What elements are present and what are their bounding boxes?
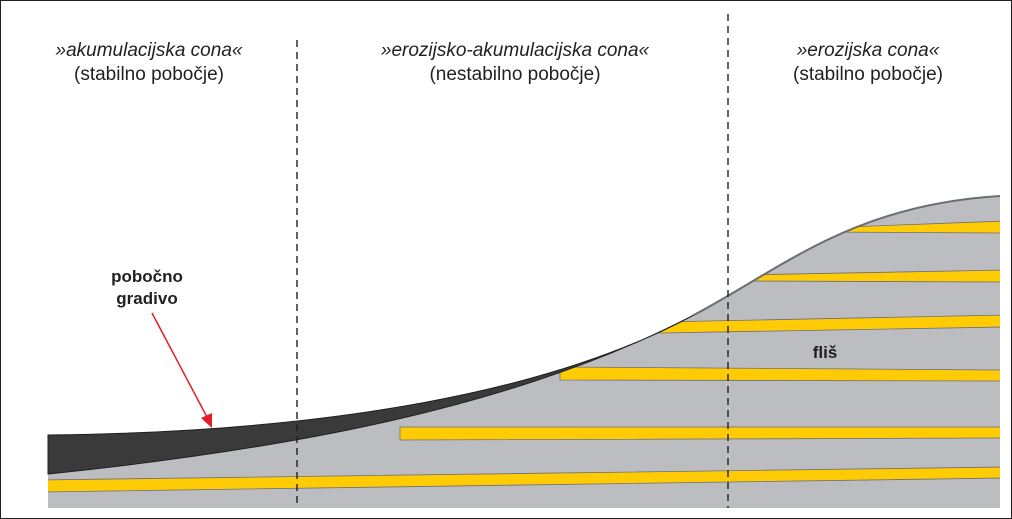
zone-title-erosion: »erozijska cona« (797, 40, 940, 61)
flysch-label: fliš (813, 343, 838, 362)
debris-label-line2: gradivo (116, 289, 177, 308)
zone-subtitle-erosion-accumulation: (nestabilno pobočje) (429, 64, 600, 85)
slope-surface (691, 195, 1001, 317)
bedrock-flysch (48, 196, 1000, 508)
zone-title-accumulation: »akumulacijska cona« (56, 40, 243, 61)
zone-subtitle-erosion: (stabilno pobočje) (793, 64, 943, 85)
debris-arrow-line (151, 312, 209, 420)
slope-debris (47, 315, 693, 475)
sandstone-layer (399, 426, 1000, 441)
debris-arrow-head (201, 413, 212, 428)
zone-title-erosion-accumulation: »erozijsko-akumulacijska cona« (381, 40, 650, 61)
debris-label-line1: pobočno (111, 267, 183, 286)
sandstone-layer (48, 466, 1000, 493)
sandstone-layer (559, 366, 1000, 382)
zone-subtitle-accumulation: (stabilno pobočje) (74, 64, 224, 85)
